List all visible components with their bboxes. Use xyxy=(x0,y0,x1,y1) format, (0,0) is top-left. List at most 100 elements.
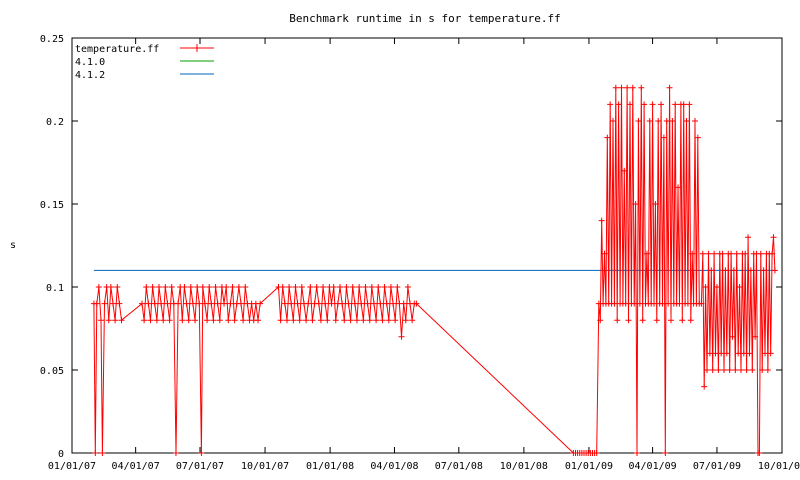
data-point-temperature xyxy=(112,317,119,324)
data-point-temperature xyxy=(187,284,194,290)
data-point-temperature xyxy=(204,317,211,324)
data-point-temperature xyxy=(675,184,682,191)
data-point-temperature xyxy=(667,317,674,324)
data-point-temperature xyxy=(153,317,160,324)
data-point-temperature xyxy=(701,383,708,390)
data-point-temperature xyxy=(702,284,709,290)
data-point-temperature xyxy=(332,317,339,324)
data-point-temperature xyxy=(621,167,628,174)
data-point-temperature xyxy=(624,84,631,91)
legend-label-temperature: temperature.ff xyxy=(75,44,159,55)
data-point-temperature xyxy=(307,284,314,290)
data-point-temperature xyxy=(706,350,713,357)
data-point-temperature xyxy=(762,350,769,357)
data-point-temperature xyxy=(729,333,736,340)
data-point-temperature xyxy=(636,300,643,307)
data-point-temperature xyxy=(328,300,335,307)
data-point-temperature xyxy=(769,250,776,257)
data-point-temperature xyxy=(149,284,156,290)
data-point-temperature xyxy=(339,300,346,307)
data-point-temperature xyxy=(680,101,687,108)
data-point-temperature xyxy=(676,300,683,307)
x-tick-label: 10/01/09 xyxy=(758,461,800,472)
data-point-temperature xyxy=(366,317,373,324)
data-point-temperature xyxy=(349,284,356,290)
data-point-temperature xyxy=(95,284,102,290)
data-point-temperature xyxy=(722,267,729,274)
data-point-temperature xyxy=(368,284,375,290)
y-tick-label: 0.2 xyxy=(46,117,64,128)
legend-label-4-1-0: 4.1.0 xyxy=(75,57,105,68)
data-point-temperature xyxy=(283,317,290,324)
data-point-temperature xyxy=(752,333,759,340)
data-point-temperature xyxy=(110,300,117,307)
data-point-temperature xyxy=(377,300,384,307)
data-point-temperature xyxy=(206,284,213,290)
data-point-temperature xyxy=(665,300,672,307)
plot-frame xyxy=(71,37,783,454)
data-point-temperature xyxy=(398,333,405,340)
data-point-temperature xyxy=(730,267,737,274)
data-point-temperature xyxy=(601,250,608,257)
data-point-temperature xyxy=(742,250,749,257)
data-point-temperature xyxy=(669,118,676,124)
data-point-temperature xyxy=(305,300,312,307)
data-point-temperature xyxy=(609,118,616,124)
data-point-temperature xyxy=(770,234,777,241)
data-point-temperature xyxy=(277,317,284,324)
data-point-temperature xyxy=(107,284,114,290)
data-point-temperature xyxy=(185,317,192,324)
y-tick-label: 0.05 xyxy=(40,366,64,377)
data-point-temperature xyxy=(341,317,348,324)
data-point-temperature xyxy=(139,300,146,307)
data-point-temperature xyxy=(353,317,360,324)
data-point-temperature xyxy=(732,367,739,373)
data-point-temperature xyxy=(733,250,740,257)
data-point-temperature xyxy=(225,317,232,324)
data-point-temperature xyxy=(402,317,409,324)
data-point-temperature xyxy=(735,350,742,357)
data-point-temperature xyxy=(337,284,344,290)
data-point-temperature xyxy=(322,300,329,307)
data-point-temperature xyxy=(711,250,718,257)
data-point-temperature xyxy=(114,284,121,290)
data-point-temperature xyxy=(618,84,625,91)
data-point-temperature xyxy=(659,300,666,307)
data-point-temperature xyxy=(392,317,399,324)
x-tick-label: 04/01/08 xyxy=(370,461,418,472)
data-point-temperature xyxy=(330,284,337,290)
data-point-temperature xyxy=(183,300,190,307)
data-point-temperature xyxy=(614,317,621,324)
data-point-temperature xyxy=(383,300,390,307)
data-point-temperature xyxy=(141,317,148,324)
data-point-temperature xyxy=(611,300,618,307)
data-point-temperature xyxy=(231,317,238,324)
data-point-temperature xyxy=(198,450,205,456)
data-point-temperature xyxy=(235,284,242,290)
data-point-temperature xyxy=(155,284,162,290)
x-tick-label: 01/01/09 xyxy=(565,461,613,472)
data-point-temperature xyxy=(390,300,397,307)
data-point-temperature xyxy=(303,317,310,324)
data-point-temperature xyxy=(320,284,327,290)
data-point-temperature xyxy=(740,350,747,357)
data-point-temperature xyxy=(756,450,763,456)
y-axis-label: s xyxy=(10,240,16,251)
data-point-temperature xyxy=(635,118,642,124)
data-point-temperature xyxy=(709,367,716,373)
data-point-temperature xyxy=(166,317,173,324)
data-point-temperature xyxy=(162,284,169,290)
data-point-temperature xyxy=(639,317,646,324)
data-point-temperature xyxy=(208,300,215,307)
data-point-temperature xyxy=(145,300,152,307)
data-point-temperature xyxy=(404,284,411,290)
data-point-temperature xyxy=(175,300,182,307)
data-point-temperature xyxy=(189,300,196,307)
data-point-temperature xyxy=(210,317,217,324)
x-tick-label: 07/01/07 xyxy=(176,461,224,472)
data-point-temperature xyxy=(723,350,730,357)
data-point-temperature xyxy=(201,300,208,307)
data-point-temperature xyxy=(194,284,201,290)
data-point-temperature xyxy=(387,284,394,290)
x-tick-label: 01/01/07 xyxy=(48,461,96,472)
